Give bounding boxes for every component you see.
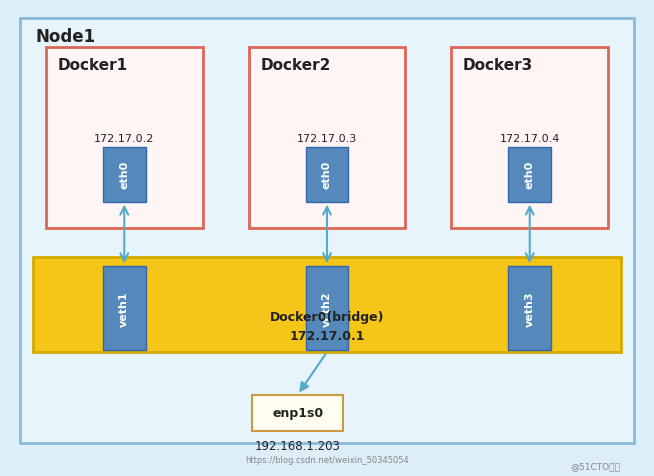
FancyBboxPatch shape [306, 148, 348, 202]
FancyBboxPatch shape [509, 267, 551, 350]
FancyBboxPatch shape [33, 257, 621, 352]
Text: Node1: Node1 [36, 28, 96, 46]
FancyBboxPatch shape [249, 48, 405, 228]
Text: Docker0(bridge)
172.17.0.1: Docker0(bridge) 172.17.0.1 [269, 310, 385, 342]
FancyBboxPatch shape [46, 48, 203, 228]
Text: veth3: veth3 [525, 290, 535, 326]
Text: Docker3: Docker3 [463, 58, 533, 73]
Text: Docker1: Docker1 [58, 58, 128, 73]
FancyBboxPatch shape [451, 48, 608, 228]
FancyBboxPatch shape [20, 19, 634, 443]
Text: 192.168.1.203: 192.168.1.203 [254, 439, 341, 452]
Text: veth1: veth1 [119, 290, 129, 326]
Text: eth0: eth0 [119, 161, 129, 189]
Text: eth0: eth0 [525, 161, 535, 189]
Text: @51CTO博客: @51CTO博客 [570, 461, 620, 470]
FancyBboxPatch shape [252, 395, 343, 431]
FancyBboxPatch shape [509, 148, 551, 202]
Text: Docker2: Docker2 [260, 58, 331, 73]
FancyBboxPatch shape [103, 148, 146, 202]
Text: https://blog.csdn.net/weixin_50345054: https://blog.csdn.net/weixin_50345054 [245, 455, 409, 464]
Text: enp1s0: enp1s0 [272, 407, 323, 419]
Text: 172.17.0.4: 172.17.0.4 [500, 134, 560, 144]
Text: 172.17.0.3: 172.17.0.3 [297, 134, 357, 144]
FancyBboxPatch shape [103, 267, 146, 350]
Text: 172.17.0.2: 172.17.0.2 [94, 134, 154, 144]
FancyBboxPatch shape [306, 267, 348, 350]
Text: eth0: eth0 [322, 161, 332, 189]
Text: veth2: veth2 [322, 290, 332, 326]
